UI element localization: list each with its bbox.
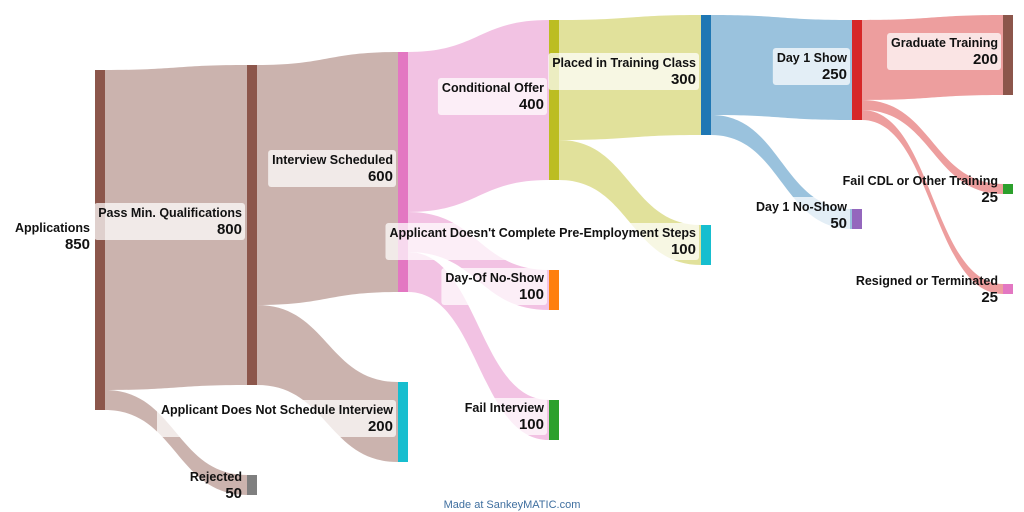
label-name-resigned: Resigned or Terminated	[856, 274, 998, 288]
label-name-interview_sched: Interview Scheduled	[272, 153, 393, 167]
label-name-pass: Pass Min. Qualifications	[98, 206, 242, 220]
label-bg-pass	[94, 203, 245, 240]
node-no_show[interactable]	[549, 270, 559, 310]
node-day1_show[interactable]	[852, 20, 862, 120]
flow-day1_show-to-resigned[interactable]	[862, 110, 1003, 294]
node-no_schedule[interactable]	[398, 382, 408, 462]
flow-pass-to-no_schedule[interactable]	[257, 305, 398, 462]
node-fail_interview[interactable]	[549, 400, 559, 440]
label-value-pass: 800	[217, 221, 242, 238]
label-bg-cond_offer	[437, 78, 547, 115]
node-interview_sched[interactable]	[398, 52, 408, 292]
label-bg-no_show	[441, 268, 547, 305]
label-no_complete: Applicant Doesn't Complete Pre-Employmen…	[385, 223, 699, 260]
label-value-resigned: 25	[981, 289, 998, 306]
label-name-applications: Applications	[15, 221, 90, 235]
label-bg-day1_noshow	[752, 197, 850, 234]
node-resigned[interactable]	[1003, 284, 1013, 294]
label-value-fail_interview: 100	[519, 416, 544, 433]
label-value-fail_cdl: 25	[981, 189, 998, 206]
label-bg-interview_sched	[268, 150, 396, 187]
label-bg-placed	[548, 53, 699, 90]
label-name-graduate: Graduate Training	[891, 36, 998, 50]
label-bg-graduate	[887, 33, 1001, 70]
label-value-cond_offer: 400	[519, 96, 544, 113]
label-name-day1_noshow: Day 1 No-Show	[756, 200, 847, 214]
label-name-placed: Placed in Training Class	[552, 56, 696, 70]
label-value-applications: 850	[65, 236, 90, 253]
label-value-no_schedule: 200	[368, 418, 393, 435]
label-value-day1_noshow: 50	[830, 215, 847, 232]
node-cond_offer[interactable]	[549, 20, 559, 180]
label-name-no_schedule: Applicant Does Not Schedule Interview	[161, 403, 393, 417]
node-pass[interactable]	[247, 65, 257, 385]
label-value-day1_show: 250	[822, 66, 847, 83]
label-value-no_show: 100	[519, 286, 544, 303]
flow-applications-to-rejected[interactable]	[105, 390, 247, 495]
node-rejected[interactable]	[247, 475, 257, 495]
flow-day1_show-to-fail_cdl[interactable]	[862, 100, 1003, 194]
label-name-no_show: Day-Of No-Show	[445, 271, 544, 285]
label-bg-no_complete	[385, 223, 699, 260]
node-placed[interactable]	[701, 15, 711, 135]
label-name-cond_offer: Conditional Offer	[442, 81, 544, 95]
label-value-rejected: 50	[225, 485, 242, 502]
label-name-rejected: Rejected	[190, 470, 242, 484]
node-no_complete[interactable]	[701, 225, 711, 265]
node-day1_noshow[interactable]	[852, 209, 862, 229]
credit-link[interactable]: Made at SankeyMATIC.com	[443, 499, 581, 511]
node-graduate[interactable]	[1003, 15, 1013, 95]
label-bg-fail_interview	[460, 398, 547, 435]
label-value-placed: 300	[671, 71, 696, 88]
label-value-graduate: 200	[973, 51, 998, 68]
label-name-day1_show: Day 1 Show	[777, 51, 847, 65]
label-value-interview_sched: 600	[368, 168, 393, 185]
flow-interview_sched-to-cond_offer[interactable]	[408, 20, 549, 212]
node-fail_cdl[interactable]	[1003, 184, 1013, 194]
label-name-fail_cdl: Fail CDL or Other Training	[843, 174, 998, 188]
label-value-no_complete: 100	[671, 241, 696, 258]
label-name-fail_interview: Fail Interview	[465, 401, 544, 415]
label-name-no_complete: Applicant Doesn't Complete Pre-Employmen…	[390, 226, 697, 240]
label-bg-no_schedule	[157, 400, 396, 437]
label-bg-day1_show	[772, 48, 850, 85]
